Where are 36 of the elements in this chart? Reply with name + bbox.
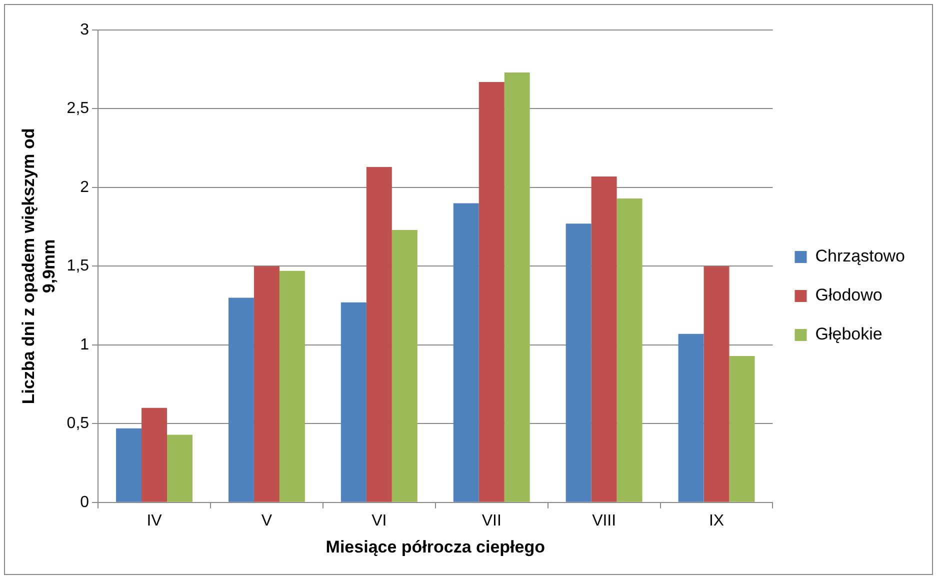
bar (504, 72, 530, 502)
bar (729, 356, 755, 502)
bar (254, 266, 280, 502)
bar (478, 82, 504, 502)
legend-label: Chrząstowo (815, 246, 906, 266)
legend-label: Głodowo (815, 286, 882, 305)
bar (366, 166, 392, 502)
y-tick-label: 2,5 (66, 100, 90, 118)
bar (142, 408, 168, 502)
bar (167, 434, 192, 502)
x-tick-label: VIII (592, 512, 616, 530)
y-tick-label: 0,5 (66, 415, 90, 432)
bar (591, 176, 617, 502)
bar (566, 224, 592, 502)
y-tick-label: 1,5 (66, 258, 90, 275)
y-axis-title: Liczba dni z opadem większym od 9,9mm (18, 128, 58, 404)
bar (392, 230, 418, 502)
bar (279, 270, 305, 502)
x-tick-label: IX (708, 512, 724, 530)
y-tick-label: 3 (80, 21, 90, 38)
y-tick-label: 0 (80, 494, 90, 511)
legend-label: Głębokie (815, 324, 882, 344)
y-tick-label: 2 (80, 178, 90, 196)
bar (704, 266, 730, 502)
bar (678, 334, 704, 502)
x-tick-label: IV (146, 512, 162, 530)
x-axis-title: Miesiące półrocza ciepłego (326, 537, 545, 556)
bar (453, 203, 479, 502)
bar (340, 302, 366, 502)
x-tick-label: VI (372, 512, 387, 530)
bar (616, 198, 642, 502)
x-tick-label: V (261, 512, 272, 530)
bar (116, 428, 142, 502)
x-tick-label: VII (482, 512, 502, 530)
y-tick-label: 1 (80, 336, 90, 354)
bar (228, 298, 254, 502)
